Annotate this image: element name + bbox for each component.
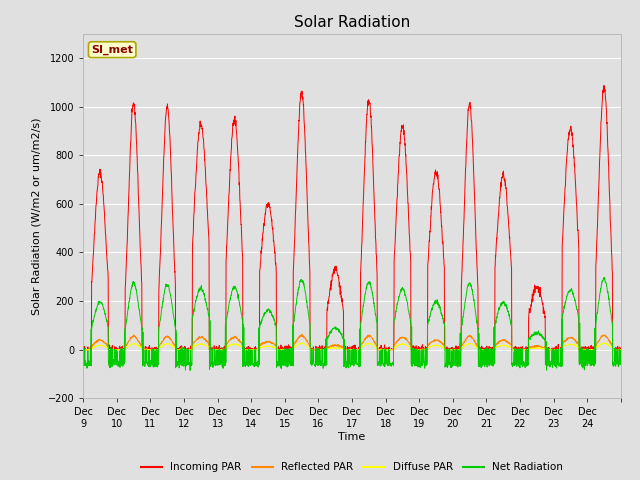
Diffuse PAR bbox=[249, 347, 257, 353]
Net Radiation bbox=[514, 346, 522, 352]
Incoming PAR bbox=[250, 347, 257, 353]
Net Radiation bbox=[385, 360, 392, 366]
Reflected PAR bbox=[617, 347, 625, 353]
Net Radiation bbox=[186, 368, 194, 373]
Y-axis label: Solar Radiation (W/m2 or um/m2/s): Solar Radiation (W/m2 or um/m2/s) bbox=[32, 117, 42, 315]
Text: SI_met: SI_met bbox=[92, 45, 133, 55]
Reflected PAR bbox=[133, 336, 141, 342]
Incoming PAR bbox=[79, 346, 87, 352]
Diffuse PAR bbox=[133, 342, 141, 348]
Diffuse PAR bbox=[384, 347, 392, 353]
Net Radiation bbox=[610, 361, 618, 367]
Reflected PAR bbox=[298, 331, 306, 337]
Net Radiation bbox=[600, 275, 608, 280]
Diffuse PAR bbox=[609, 347, 617, 353]
Reflected PAR bbox=[79, 347, 87, 353]
Net Radiation bbox=[79, 363, 87, 369]
Incoming PAR bbox=[545, 345, 552, 350]
Incoming PAR bbox=[133, 154, 141, 160]
Net Radiation bbox=[617, 361, 625, 367]
Net Radiation bbox=[250, 360, 257, 366]
Line: Reflected PAR: Reflected PAR bbox=[83, 334, 621, 350]
Reflected PAR bbox=[249, 347, 257, 353]
Net Radiation bbox=[133, 292, 141, 298]
Reflected PAR bbox=[385, 347, 392, 353]
Incoming PAR bbox=[385, 347, 392, 353]
Legend: Incoming PAR, Reflected PAR, Diffuse PAR, Net Radiation: Incoming PAR, Reflected PAR, Diffuse PAR… bbox=[137, 458, 567, 477]
Incoming PAR bbox=[600, 83, 608, 88]
Line: Incoming PAR: Incoming PAR bbox=[83, 85, 621, 350]
Incoming PAR bbox=[79, 347, 87, 353]
Line: Diffuse PAR: Diffuse PAR bbox=[83, 343, 621, 350]
Net Radiation bbox=[545, 346, 552, 351]
Incoming PAR bbox=[514, 345, 522, 351]
Reflected PAR bbox=[609, 347, 617, 353]
Diffuse PAR bbox=[602, 340, 609, 346]
Diffuse PAR bbox=[544, 347, 552, 352]
Incoming PAR bbox=[617, 347, 625, 352]
X-axis label: Time: Time bbox=[339, 432, 365, 442]
Incoming PAR bbox=[610, 347, 618, 353]
Reflected PAR bbox=[545, 347, 552, 353]
Diffuse PAR bbox=[79, 347, 87, 353]
Diffuse PAR bbox=[617, 347, 625, 353]
Reflected PAR bbox=[514, 347, 522, 353]
Line: Net Radiation: Net Radiation bbox=[83, 277, 621, 371]
Diffuse PAR bbox=[514, 347, 522, 353]
Title: Solar Radiation: Solar Radiation bbox=[294, 15, 410, 30]
